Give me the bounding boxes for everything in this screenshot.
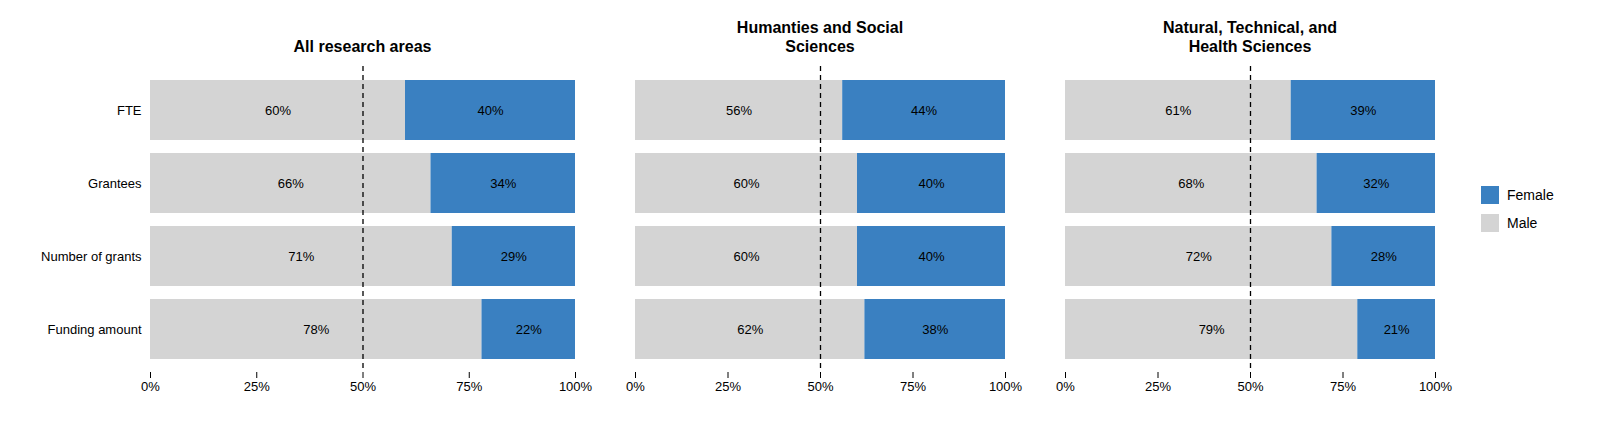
html-text:Female: Female <box>1507 187 1554 203</box>
svg-text:50%: 50% <box>1237 379 1263 394</box>
svg-text:50%: 50% <box>350 379 376 394</box>
svg-text:39%: 39% <box>1350 103 1376 118</box>
svg-text:40%: 40% <box>918 176 944 191</box>
svg-text:61%: 61% <box>1165 103 1191 118</box>
svg-text:28%: 28% <box>1371 249 1397 264</box>
svg-text:60%: 60% <box>265 103 291 118</box>
svg-text:Grantees: Grantees <box>88 176 142 191</box>
html-text:All research areas: All research areas <box>293 37 432 55</box>
svg-text:0%: 0% <box>626 379 645 394</box>
svg-text:0%: 0% <box>1056 379 1075 394</box>
svg-text:34%: 34% <box>490 176 516 191</box>
svg-text:29%: 29% <box>501 249 527 264</box>
svg-text:FTE: FTE <box>117 103 142 118</box>
svg-text:40%: 40% <box>477 103 503 118</box>
svg-text:25%: 25% <box>715 379 741 394</box>
svg-text:71%: 71% <box>288 249 314 264</box>
svg-text:75%: 75% <box>1330 379 1356 394</box>
svg-text:75%: 75% <box>456 379 482 394</box>
svg-text:100%: 100% <box>1419 379 1453 394</box>
svg-text:78%: 78% <box>303 322 329 337</box>
svg-text:60%: 60% <box>733 176 759 191</box>
svg-text:100%: 100% <box>989 379 1023 394</box>
svg-text:62%: 62% <box>737 322 763 337</box>
svg-text:21%: 21% <box>1384 322 1410 337</box>
svg-text:0%: 0% <box>141 379 160 394</box>
html-text:Male: Male <box>1507 215 1538 231</box>
svg-text:68%: 68% <box>1178 176 1204 191</box>
svg-text:60%: 60% <box>733 249 759 264</box>
svg-text:50%: 50% <box>807 379 833 394</box>
svg-text:56%: 56% <box>726 103 752 118</box>
svg-text:100%: 100% <box>559 379 593 394</box>
svg-text:Number of grants: Number of grants <box>41 249 142 264</box>
svg-text:25%: 25% <box>244 379 270 394</box>
svg-text:72%: 72% <box>1186 249 1212 264</box>
svg-text:25%: 25% <box>1145 379 1171 394</box>
svg-text:75%: 75% <box>900 379 926 394</box>
svg-text:44%: 44% <box>911 103 937 118</box>
svg-text:Funding amount: Funding amount <box>48 322 142 337</box>
svg-text:79%: 79% <box>1199 322 1225 337</box>
html-text:Natural, Technical, and Health: Natural, Technical, and Health Sciences <box>1163 18 1337 55</box>
svg-text:38%: 38% <box>922 322 948 337</box>
svg-text:66%: 66% <box>278 176 304 191</box>
svg-text:32%: 32% <box>1363 176 1389 191</box>
svg-text:40%: 40% <box>918 249 944 264</box>
svg-text:22%: 22% <box>516 322 542 337</box>
html-text:Humanties and Social Sciences: Humanties and Social Sciences <box>736 18 904 55</box>
